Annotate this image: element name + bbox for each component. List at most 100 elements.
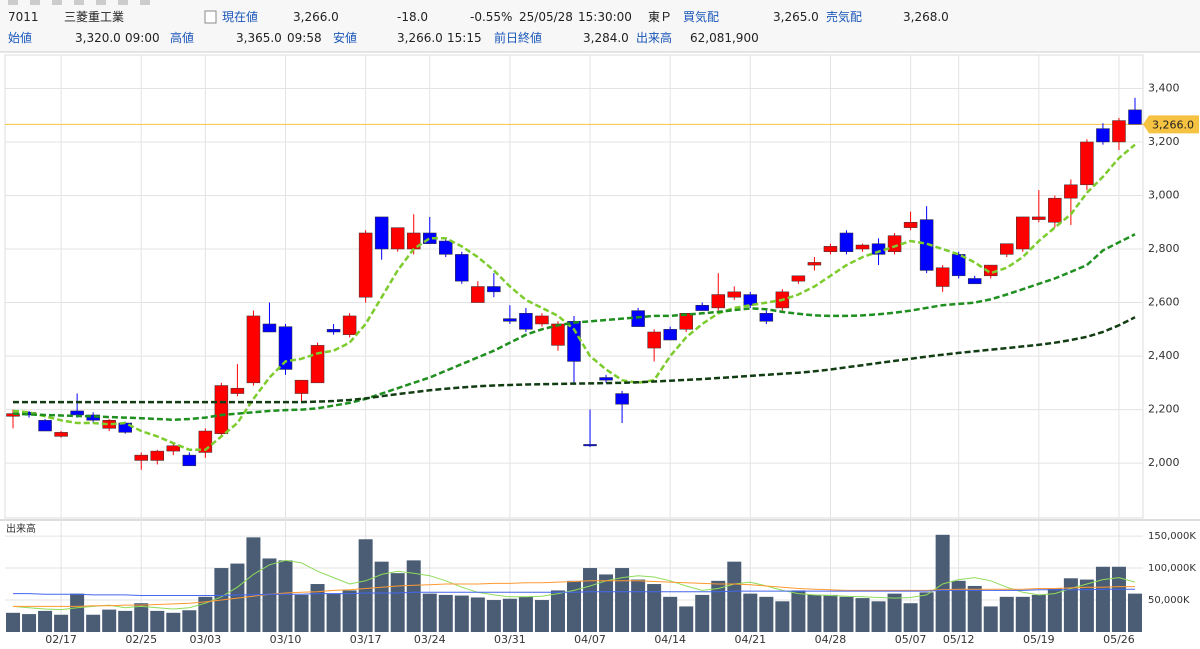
candle-body (342, 315, 357, 335)
volume-bar (695, 594, 710, 632)
candle-body (519, 313, 533, 330)
field-value: -0.55% (470, 10, 513, 24)
candle-body (887, 235, 902, 252)
x-tick-label: 04/21 (734, 633, 766, 646)
candle-body (358, 232, 373, 298)
candle-body (487, 286, 501, 293)
tool-icon[interactable] (140, 0, 150, 5)
x-tick-label: 05/07 (895, 633, 927, 646)
candle-body (1128, 109, 1142, 125)
volume-bar (262, 558, 277, 632)
volume-bar (823, 594, 838, 632)
candle-body (278, 326, 293, 370)
candle-body (727, 291, 742, 298)
y-tick-label: 3,400 (1148, 81, 1180, 94)
field-value: 3,365.0 (236, 31, 282, 45)
volume-bar (1031, 594, 1046, 632)
candle-body (679, 313, 693, 330)
company-name: 三菱重工業 (64, 10, 125, 24)
y-tick-label: 150,000K (1148, 531, 1196, 542)
candle-body (294, 379, 309, 394)
tool-icon[interactable] (96, 0, 106, 5)
y-tick-label: 100,000K (1148, 563, 1196, 574)
candle-body (855, 244, 870, 250)
field-value: 15:30:00 (578, 10, 632, 24)
volume-bar (70, 593, 85, 632)
field-value: 09:00 (125, 31, 160, 45)
x-tick-label: 04/28 (815, 633, 847, 646)
candle-body (54, 432, 68, 437)
volume-bar (118, 610, 133, 632)
y-tick-label: 3,200 (1148, 135, 1180, 148)
volume-bar (358, 539, 373, 632)
tool-icon[interactable] (52, 0, 62, 5)
field-label: 始値 (8, 31, 33, 45)
candle-body (230, 387, 245, 394)
volume-bar (534, 600, 549, 632)
y-tick-label: 2,800 (1148, 242, 1180, 255)
volume-bar (871, 601, 886, 632)
volume-bar (727, 561, 742, 632)
header-background (0, 0, 1200, 52)
volume-bar (903, 603, 918, 632)
candle-body (823, 246, 838, 252)
field-label: 売気配 (826, 10, 863, 24)
candle-body (390, 227, 405, 250)
volume-bar (807, 594, 822, 632)
candle-body (599, 377, 613, 381)
volume-bar (182, 610, 197, 632)
candle-body (663, 329, 677, 341)
candle-body (647, 331, 661, 349)
moving-average (12, 143, 1136, 452)
candle-body (471, 286, 485, 303)
volume-bar (775, 601, 790, 632)
candle-body (951, 254, 966, 277)
volume-bar (999, 596, 1014, 632)
candle-body (695, 304, 709, 311)
candle-body (150, 450, 165, 461)
volume-bar (887, 593, 902, 632)
x-tick-label: 02/17 (45, 633, 77, 646)
x-tick-label: 04/07 (574, 633, 606, 646)
volume-bar (951, 580, 966, 632)
volume-bar (919, 592, 934, 632)
tool-icon[interactable] (74, 0, 84, 5)
candle-body (743, 294, 758, 306)
candle-body (583, 444, 597, 447)
field-value: 3,268.0 (903, 10, 949, 24)
field-label: 安値 (333, 31, 358, 45)
tool-icon[interactable] (8, 0, 18, 5)
candle-body (262, 323, 277, 333)
volume-bar (422, 593, 437, 632)
candle-body (1096, 128, 1110, 143)
candle-body (455, 254, 469, 282)
candle-body (791, 275, 806, 282)
volume-bar (647, 584, 662, 632)
candle-body (1112, 120, 1126, 143)
volume-bar (38, 610, 53, 632)
volume-bar (134, 603, 149, 632)
volume-bar (599, 574, 614, 632)
candle-body (711, 294, 726, 309)
volume-bar (374, 561, 389, 632)
volume-bar (198, 596, 213, 632)
volume-bar (310, 584, 325, 632)
volume-bar (438, 594, 453, 632)
moving-average (12, 233, 1136, 422)
volume-average (13, 580, 1135, 607)
volume-bar (1047, 588, 1062, 632)
tool-icon[interactable] (118, 0, 128, 5)
volume-bar (663, 596, 678, 632)
tool-icon[interactable] (30, 0, 40, 5)
volume-bar (1127, 593, 1142, 632)
candle-body (759, 313, 774, 322)
volume-bar (967, 585, 982, 632)
board-icon[interactable] (204, 10, 217, 24)
candle-body (134, 454, 148, 461)
volume-average (13, 588, 1135, 596)
field-label: 高値 (170, 31, 195, 45)
candle-body (1064, 184, 1078, 199)
volume-bar (294, 594, 309, 632)
volume-bar (406, 560, 421, 632)
volume-bar (935, 534, 950, 632)
